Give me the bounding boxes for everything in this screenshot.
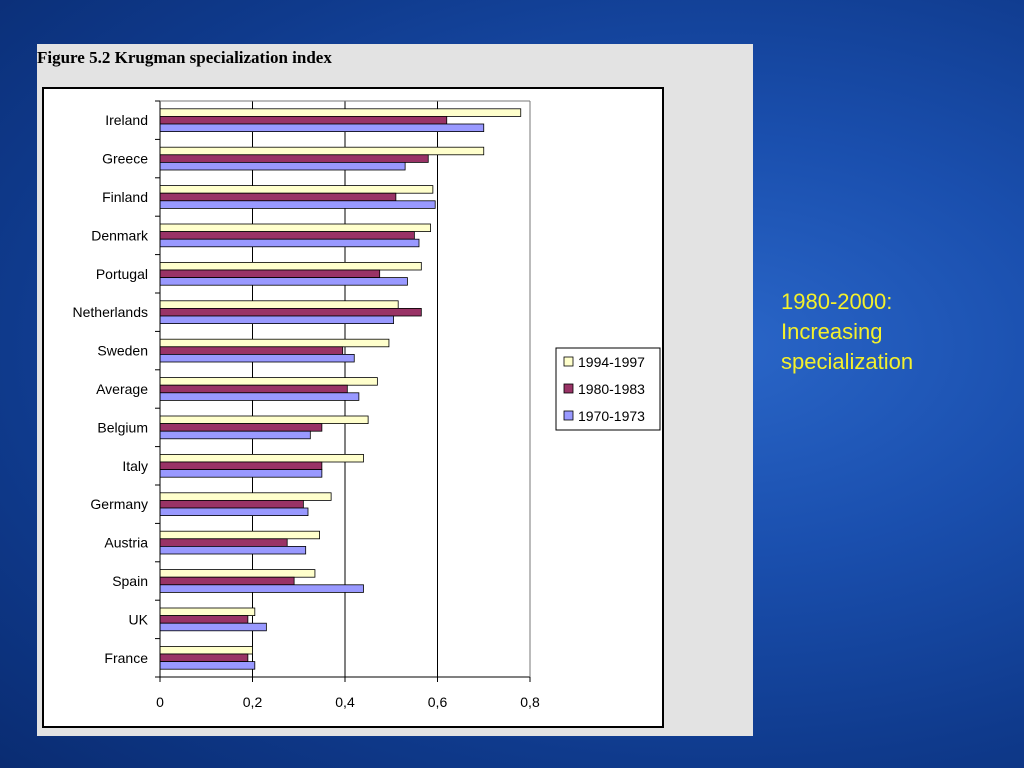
bar-greece-1980-1983: [159, 154, 429, 163]
bar-finland-1994-1997: [159, 185, 434, 194]
category-label: Germany: [90, 496, 148, 512]
bar-france-1994-1997: [159, 646, 253, 655]
bar-belgium-1994-1997: [159, 415, 369, 424]
bar-ireland-1970-1973: [159, 123, 485, 132]
bar-belgium-1970-1973: [159, 430, 311, 440]
category-label: Ireland: [105, 112, 148, 128]
legend-swatch: [563, 410, 574, 421]
category-label: Sweden: [97, 343, 148, 359]
bar-finland-1980-1983: [159, 192, 397, 202]
bar-austria-1994-1997: [159, 530, 320, 540]
bar-spain-1994-1997: [159, 569, 316, 578]
bar-netherlands-1980-1983: [159, 307, 422, 317]
bar-italy-1980-1983: [159, 461, 323, 470]
legend-label: 1994-1997: [578, 354, 645, 370]
category-label: Denmark: [91, 227, 149, 243]
x-tick-label: 0,8: [520, 694, 540, 710]
side-note-line-1: 1980-2000:: [781, 289, 893, 314]
bar-netherlands-1994-1997: [159, 300, 399, 309]
bar-uk-1980-1983: [159, 615, 249, 624]
category-label: Austria: [104, 535, 148, 551]
bar-sweden-1994-1997: [159, 338, 390, 348]
bar-belgium-1980-1983: [159, 423, 323, 432]
category-label: Average: [96, 381, 148, 397]
x-tick-label: 0,6: [428, 694, 448, 710]
legend-label: 1980-1983: [578, 381, 645, 397]
bar-sweden-1970-1973: [159, 353, 355, 363]
bar-uk-1970-1973: [159, 622, 267, 632]
category-label: Netherlands: [73, 304, 149, 320]
bar-denmark-1994-1997: [159, 223, 431, 232]
category-label: Greece: [102, 151, 148, 167]
bar-france-1980-1983: [159, 653, 249, 662]
bar-average-1970-1973: [159, 392, 360, 401]
bar-germany-1994-1997: [159, 492, 332, 501]
bar-austria-1980-1983: [159, 538, 288, 547]
category-label: Spain: [112, 573, 148, 589]
category-label: Italy: [122, 458, 148, 474]
bar-germany-1970-1973: [159, 507, 309, 516]
bar-portugal-1980-1983: [159, 269, 381, 278]
legend-label: 1970-1973: [578, 408, 645, 424]
bar-portugal-1970-1973: [159, 277, 408, 286]
bar-finland-1970-1973: [159, 200, 436, 209]
bar-france-1970-1973: [159, 661, 256, 670]
category-label: UK: [129, 611, 149, 627]
x-tick-label: 0: [156, 694, 164, 710]
bar-ireland-1980-1983: [159, 116, 448, 125]
category-label: Portugal: [96, 266, 148, 282]
bar-average-1994-1997: [159, 377, 378, 386]
bar-spain-1970-1973: [159, 584, 364, 593]
bar-austria-1970-1973: [159, 546, 307, 555]
bar-greece-1994-1997: [159, 146, 485, 156]
side-note-line-3: specialization: [781, 349, 914, 374]
bar-italy-1970-1973: [159, 469, 323, 478]
category-label: Belgium: [97, 419, 148, 435]
legend-swatch: [563, 383, 574, 394]
x-tick-label: 0,2: [243, 694, 263, 710]
figure-title: Figure 5.2 Krugman specialization index: [37, 48, 332, 67]
bar-denmark-1970-1973: [159, 238, 420, 248]
bar-germany-1980-1983: [159, 499, 304, 509]
bar-average-1980-1983: [159, 384, 348, 394]
bar-portugal-1994-1997: [159, 261, 422, 271]
category-label: France: [104, 650, 148, 666]
bar-uk-1994-1997: [159, 607, 256, 616]
side-note: 1980-2000: Increasing specialization: [781, 287, 981, 377]
bar-italy-1994-1997: [159, 453, 364, 463]
bar-denmark-1980-1983: [159, 231, 415, 240]
bar-netherlands-1970-1973: [159, 315, 394, 324]
legend-swatch: [563, 356, 574, 367]
bar-sweden-1980-1983: [159, 346, 344, 355]
bar-spain-1980-1983: [159, 576, 295, 586]
x-tick-label: 0,4: [335, 694, 355, 710]
bar-greece-1970-1973: [159, 161, 406, 171]
bar-ireland-1994-1997: [159, 108, 522, 117]
side-note-line-2: Increasing: [781, 319, 883, 344]
category-label: Finland: [102, 189, 148, 205]
